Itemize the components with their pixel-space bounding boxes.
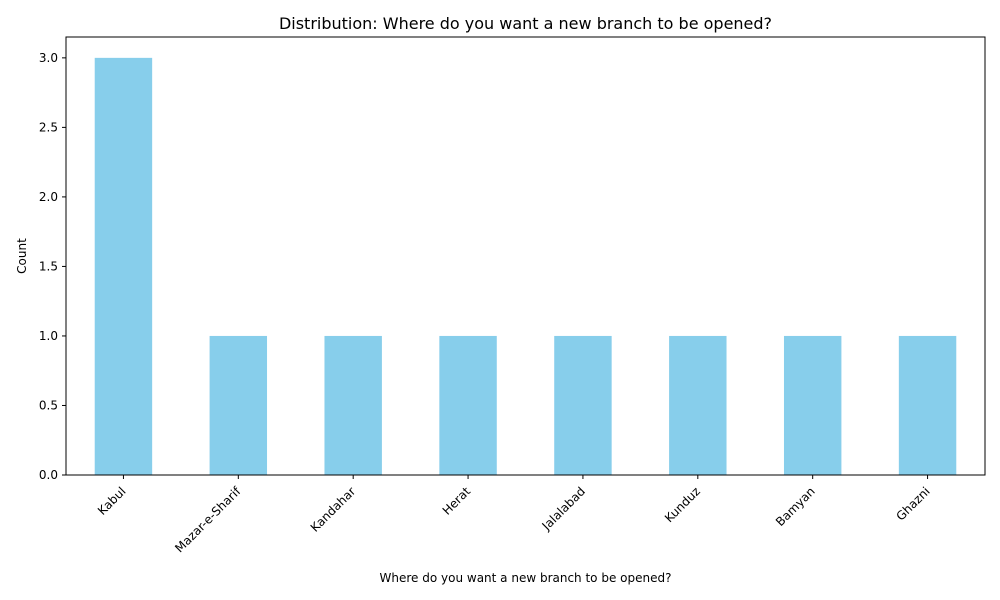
plot-frame: [65, 36, 986, 476]
x-tick-label: Mazar-e-Sharif: [172, 484, 244, 556]
chart-title: Distribution: Where do you want a new br…: [279, 14, 772, 33]
y-tick-label: 0.0: [39, 468, 58, 482]
bar-bamyan: [783, 335, 842, 475]
x-tick-label: Jalalabad: [539, 484, 588, 533]
plot-area: 0.0 0.5 1.0 1.5 2.0 2.5 3.0 Kabul Mazar-e-Sharif…: [39, 36, 986, 556]
bar-kabul: [94, 57, 153, 476]
y-tick-label: 2.5: [39, 120, 58, 134]
y-tick-label: 0.5: [39, 398, 58, 412]
x-tick-label: Kabul: [95, 484, 129, 518]
x-tick-label: Bamyan: [773, 484, 818, 529]
x-tick-label: Herat: [440, 484, 474, 518]
x-tick-label: Kandahar: [308, 484, 359, 535]
bar-jalalabad: [554, 335, 612, 475]
x-tick-label: Kunduz: [662, 484, 703, 525]
y-tick-label: 2.0: [39, 190, 58, 204]
bar-mazar-e-sharif: [209, 335, 268, 475]
y-tick-label: 1.5: [39, 259, 58, 273]
bar-kandahar: [324, 335, 382, 475]
x-axis-label: Where do you want a new branch to be ope…: [380, 571, 672, 585]
x-tick-label: Ghazni: [893, 484, 932, 523]
bar-herat: [439, 335, 497, 475]
y-axis-label: Count: [15, 238, 29, 274]
bar-kunduz: [669, 335, 727, 475]
y-tick-label: 3.0: [39, 51, 58, 65]
y-tick-label: 1.0: [39, 329, 58, 343]
bar-ghazni: [898, 335, 957, 475]
